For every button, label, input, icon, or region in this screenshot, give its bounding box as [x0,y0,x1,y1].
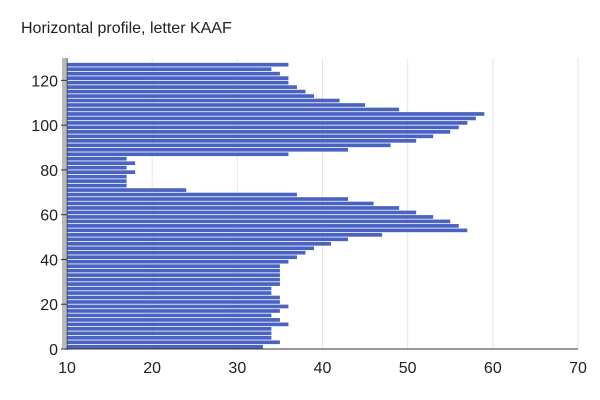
bar [67,224,459,228]
bar [67,300,280,304]
bar [67,237,349,242]
y-tick-label: 20 [40,297,58,314]
bar [67,246,314,251]
bar [67,156,127,161]
bar [67,344,263,349]
chart-title: Horizontal profile, letter KAAF [21,20,232,37]
bar [67,170,136,174]
bar [67,335,272,340]
bar [67,322,289,327]
bar [67,165,127,170]
x-tick-label: 70 [569,360,587,377]
bar [67,327,272,331]
axis-strip [62,58,66,349]
bar [67,210,417,215]
bar [67,228,468,233]
bar [67,331,272,336]
bar [67,152,289,157]
bar [67,286,272,291]
bar [67,147,349,152]
bar [67,318,280,322]
bar [67,241,332,246]
bar [67,143,391,148]
bar [67,121,468,125]
x-tick-label: 20 [143,360,161,377]
bar [67,62,289,67]
bar [67,291,272,295]
bar [67,103,366,107]
y-tick-label: 60 [40,208,58,225]
bar [67,313,272,318]
bar [67,130,451,134]
y-tick-label: 40 [40,252,58,269]
bar [67,179,127,183]
bar [67,94,314,98]
x-tick-label: 10 [58,360,76,377]
y-tick-labels: 0 20 40 60 80 100 120 [31,73,58,359]
x-tick-labels: 10 20 30 40 50 60 70 [58,360,587,377]
bar [67,138,417,143]
x-tick-label: 30 [228,360,246,377]
bar [67,89,306,94]
bar [67,268,280,273]
bar [67,309,280,313]
bar [67,255,297,260]
bar [67,206,400,210]
bar [67,201,374,206]
bar [67,76,289,80]
bar [67,161,136,166]
bar [67,282,280,286]
bar [67,107,400,112]
bar [67,250,306,255]
bar [67,80,289,85]
axes [61,58,578,350]
bar [67,295,280,300]
bar [67,183,127,188]
bar [67,67,272,72]
y-tick-label: 100 [31,118,58,135]
bars [67,62,485,349]
bar [67,192,297,197]
bar [67,219,451,224]
bar [67,215,434,219]
x-tick-label: 40 [314,360,332,377]
bar [67,116,476,121]
bar [67,112,485,116]
bar [67,125,459,130]
bar [67,98,340,103]
y-tick-label: 80 [40,163,58,180]
bar [67,197,349,201]
bar [67,71,280,76]
bar [67,233,383,237]
bar [67,188,187,192]
y-tick-label: 0 [49,342,58,359]
bar [67,85,297,89]
x-tick-label: 60 [484,360,502,377]
bar [67,259,289,264]
bar [67,134,434,139]
bar [67,264,280,269]
bar [67,304,289,309]
bar [67,273,280,277]
x-tick-label: 50 [399,360,417,377]
bar [67,174,127,179]
y-tick-label: 120 [31,73,58,90]
bar [67,340,280,345]
bar [67,277,280,282]
